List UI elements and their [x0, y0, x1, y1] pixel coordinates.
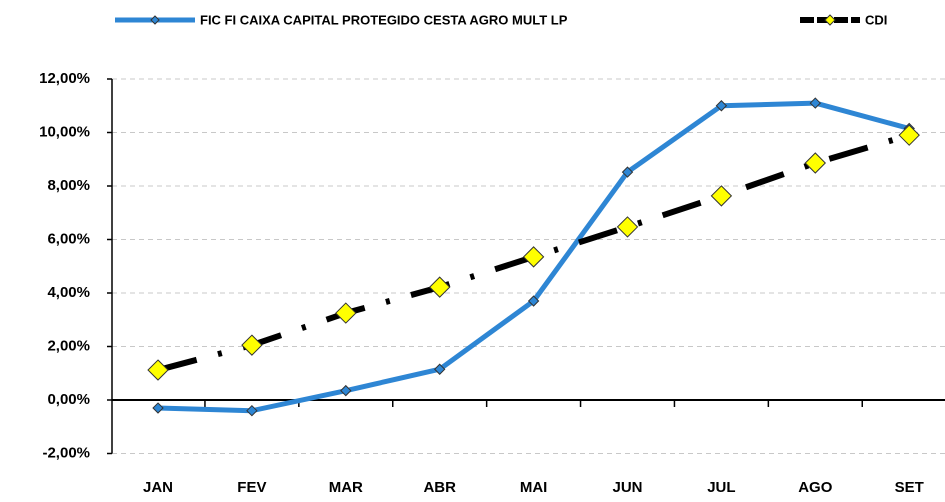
marker — [147, 359, 169, 381]
marker — [616, 216, 639, 238]
x-tick-label: SET — [895, 479, 924, 496]
x-tick-label: JAN — [143, 479, 173, 496]
y-tick-label: 0,00% — [47, 391, 90, 408]
y-tick-label: 8,00% — [47, 177, 90, 194]
y-tick-label: 2,00% — [47, 337, 90, 354]
marker — [241, 334, 263, 356]
marker — [152, 402, 164, 414]
y-tick-label: 6,00% — [47, 230, 90, 247]
marker — [710, 185, 733, 207]
marker — [715, 100, 728, 112]
legend-marker — [150, 15, 160, 25]
legend-label: FIC FI CAIXA CAPITAL PROTEGIDO CESTA AGR… — [200, 12, 568, 27]
y-tick-label: -2,00% — [42, 444, 90, 461]
x-tick-label: JUN — [612, 479, 642, 496]
marker — [335, 302, 357, 324]
marker — [898, 124, 920, 146]
y-tick-label: 10,00% — [39, 123, 90, 140]
marker — [621, 166, 634, 178]
x-tick-label: JUL — [707, 479, 735, 496]
x-tick-label: FEV — [237, 479, 266, 496]
marker — [246, 404, 258, 417]
marker — [340, 384, 352, 397]
marker — [428, 276, 451, 298]
marker — [433, 363, 446, 375]
marker — [804, 152, 827, 174]
x-tick-label: AGO — [798, 479, 833, 496]
x-tick-label: MAI — [520, 479, 548, 496]
marker — [522, 246, 545, 268]
y-tick-label: 12,00% — [39, 70, 90, 87]
legend-marker — [824, 14, 836, 26]
x-tick-label: MAR — [329, 479, 363, 496]
marker — [809, 97, 822, 109]
y-tick-label: 4,00% — [47, 284, 90, 301]
marker — [527, 295, 540, 307]
x-tick-label: ABR — [423, 479, 456, 496]
legend-label: CDI — [865, 12, 887, 27]
